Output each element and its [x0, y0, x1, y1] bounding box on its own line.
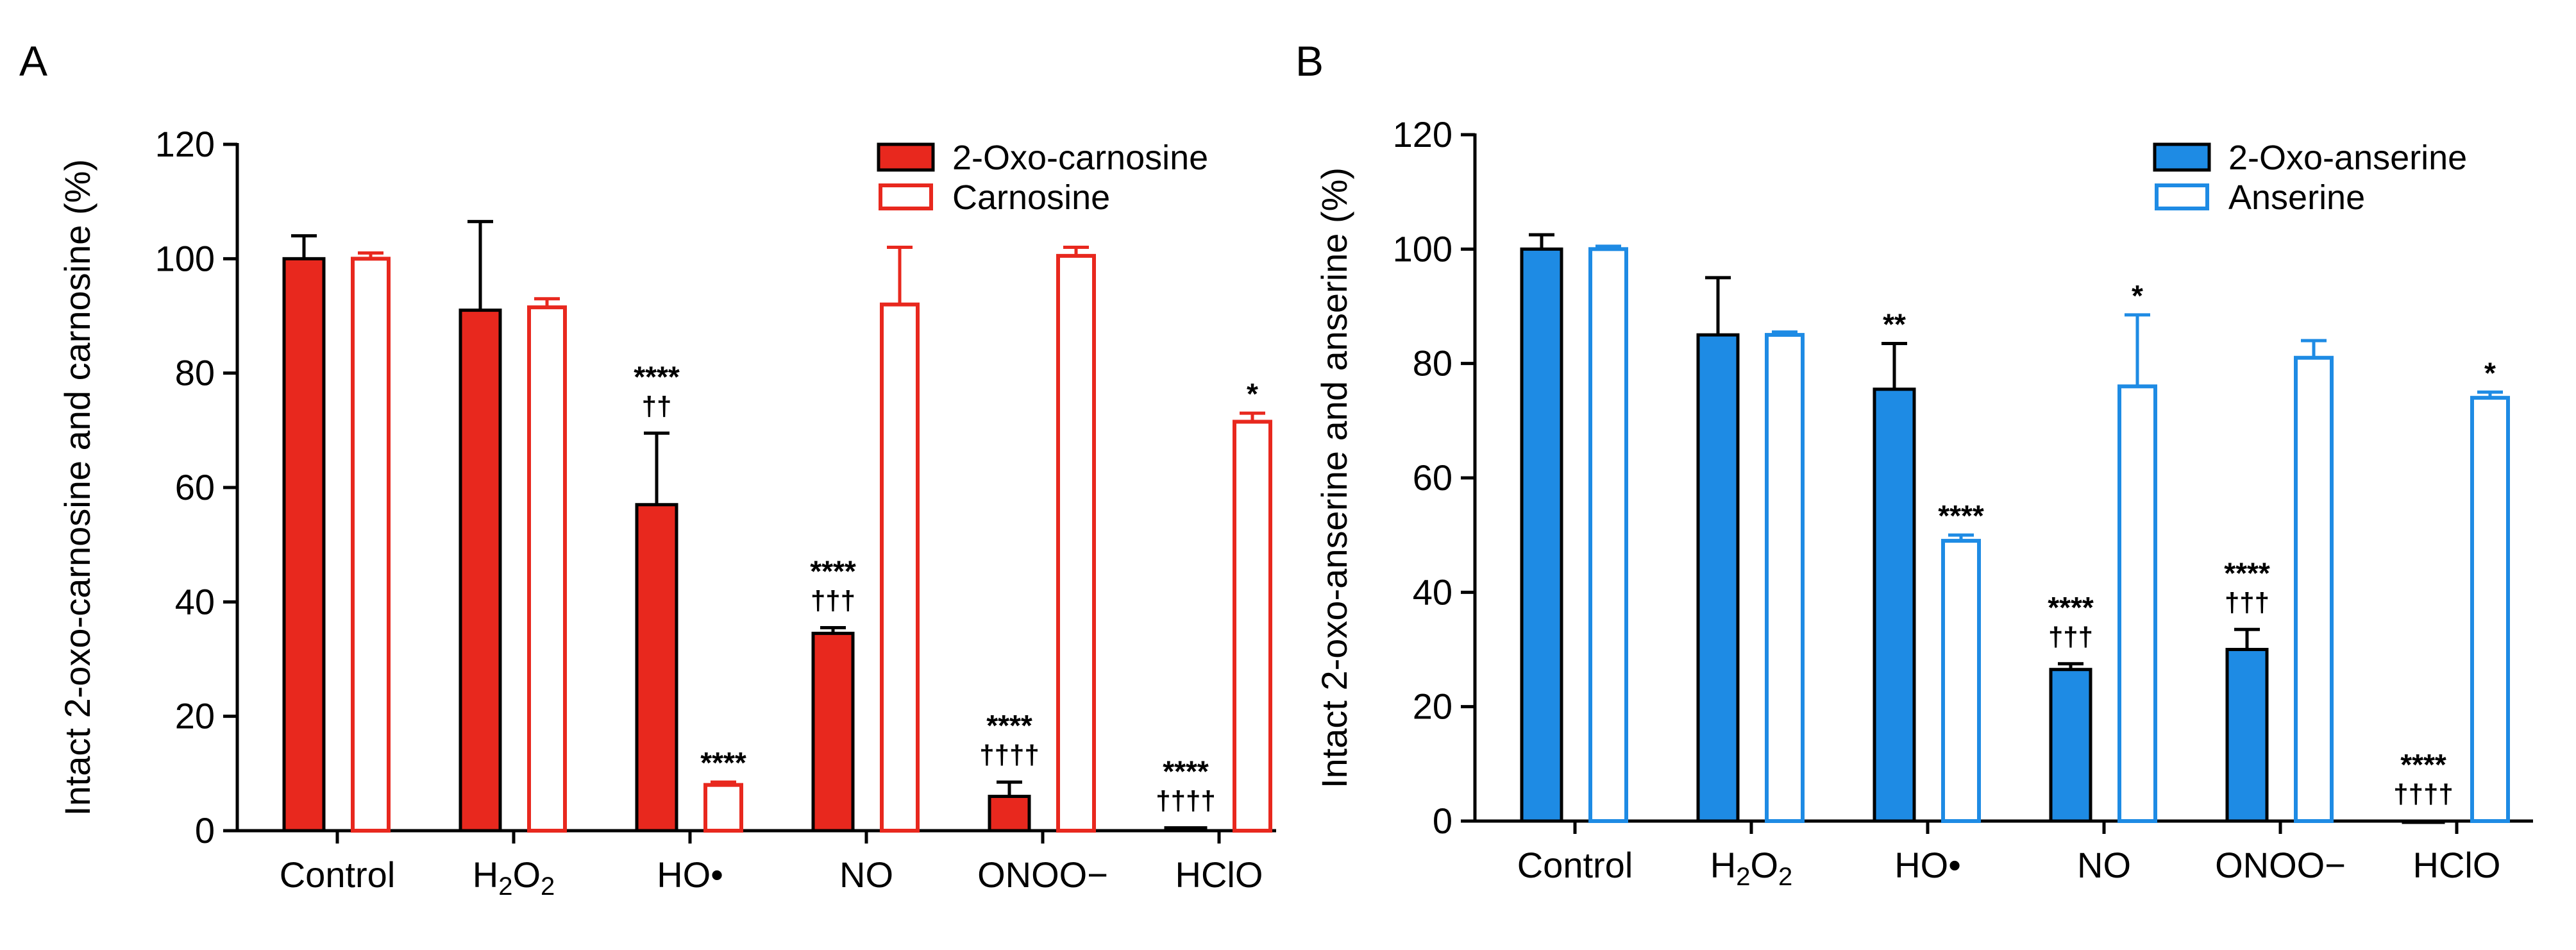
bar-2-oxo-anserine	[2225, 648, 2269, 823]
y-tick-label: 20	[1413, 686, 1452, 727]
x-tick-label: HClO	[1175, 854, 1263, 895]
significance-label: ****	[1163, 755, 1209, 788]
significance-label: *	[1247, 377, 1258, 411]
bar-2-oxo-anserine	[1696, 333, 1740, 823]
x-tick-label: H2O2	[473, 854, 555, 901]
bar-2-oxo-carnosine	[811, 631, 855, 833]
significance-label: †††	[2048, 622, 2093, 652]
y-tick-label: 0	[195, 810, 215, 851]
significance-label: ****	[2048, 591, 2094, 624]
y-tick-label: 60	[175, 467, 215, 507]
y-tick-label: 40	[1413, 572, 1452, 612]
y-tick-label: 20	[175, 696, 215, 736]
x-tick-label: NO	[2077, 845, 2131, 885]
x-tick-label: Control	[280, 854, 396, 895]
y-tick-label: 60	[1413, 457, 1452, 498]
significance-label: ††††	[1156, 786, 1215, 816]
y-tick-label: 100	[1393, 228, 1452, 269]
bar-2-oxo-carnosine	[1164, 826, 1208, 833]
bar-anserine	[2470, 396, 2510, 823]
bar-2-oxo-anserine	[1873, 387, 1916, 823]
y-tick-label: 100	[155, 238, 215, 278]
significance-label: ****	[986, 709, 1032, 742]
bar-anserine	[2294, 355, 2334, 823]
significance-label: **	[1883, 307, 1906, 341]
bar-2-oxo-carnosine	[282, 257, 326, 833]
x-tick-label: ONOO−	[977, 854, 1108, 895]
x-tick-label: ONOO−	[2215, 845, 2346, 885]
legend-label: Carnosine	[952, 178, 1110, 217]
y-tick-label: 80	[1413, 343, 1452, 384]
bar-2-oxo-carnosine	[988, 795, 1031, 833]
x-tick-label: HO•	[1894, 845, 1961, 885]
bar-carnosine	[351, 257, 391, 833]
significance-label: †††	[811, 585, 855, 615]
bar-carnosine	[703, 783, 743, 833]
significance-label: ****	[2224, 556, 2270, 590]
significance-label: *	[2132, 279, 2143, 312]
significance-label: ****	[700, 746, 746, 779]
significance-label: ††††	[2393, 779, 2453, 809]
panel-letter: B	[1295, 37, 1324, 85]
y-tick-label: 120	[1393, 114, 1452, 155]
legend-swatch-anserine	[2155, 183, 2209, 210]
x-tick-label: HO•	[657, 854, 723, 895]
y-axis-label: Intact 2-oxo-carnosine and carnosine (%)	[57, 159, 97, 816]
x-tick-label: HClO	[2413, 845, 2501, 885]
bar-2-oxo-anserine	[1520, 247, 1563, 823]
significance-label: ****	[2400, 748, 2446, 781]
bar-2-oxo-anserine	[2402, 819, 2445, 824]
legend-label: 2-Oxo-carnosine	[952, 139, 1208, 177]
x-tick-label: NO	[839, 854, 893, 895]
bar-carnosine	[527, 305, 567, 833]
y-tick-label: 0	[1433, 801, 1452, 841]
panel-letter: A	[19, 37, 47, 85]
bar-carnosine	[1056, 253, 1096, 833]
bar-anserine	[1765, 333, 1805, 823]
significance-label: ††	[642, 391, 672, 421]
legend-label: 2-Oxo-anserine	[2228, 139, 2467, 177]
legend-swatch-2-oxo-carnosine	[877, 142, 935, 172]
y-tick-label: 80	[175, 353, 215, 393]
bar-2-oxo-carnosine	[459, 309, 502, 833]
x-tick-label: H2O2	[1710, 845, 1793, 891]
significance-label: ****	[634, 360, 680, 393]
bar-carnosine	[1233, 420, 1272, 833]
significance-label: ††††	[979, 740, 1039, 770]
significance-label: †††	[2225, 587, 2269, 617]
y-axis-label: Intact 2-oxo-anserine and anserine (%)	[1314, 167, 1354, 788]
bar-2-oxo-anserine	[2049, 668, 2092, 823]
y-tick-label: 120	[155, 124, 215, 164]
bar-anserine	[1941, 539, 1981, 823]
bar-anserine	[1588, 247, 1628, 824]
significance-label: *	[2484, 356, 2496, 389]
x-tick-label: Control	[1517, 845, 1633, 885]
legend-swatch-2-oxo-anserine	[2153, 142, 2211, 172]
significance-label: ****	[810, 554, 856, 588]
y-tick-label: 40	[175, 581, 215, 622]
legend-label: Anserine	[2228, 178, 2365, 217]
legend-swatch-carnosine	[879, 183, 933, 210]
significance-label: ****	[1938, 499, 1984, 532]
bar-anserine	[2117, 384, 2157, 823]
bar-carnosine	[880, 302, 920, 833]
bar-2-oxo-carnosine	[635, 503, 678, 833]
